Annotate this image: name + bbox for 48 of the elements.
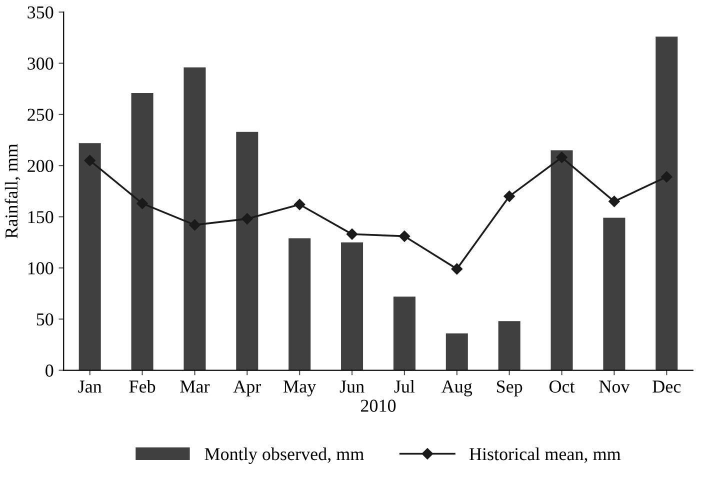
bar xyxy=(78,143,101,370)
point xyxy=(242,213,253,224)
y-tick-label: 350 xyxy=(28,6,54,19)
y-tick-label: 50 xyxy=(36,313,54,326)
bar xyxy=(288,238,311,370)
y-tick-label: 100 xyxy=(28,262,54,274)
y-tick-label: 200 xyxy=(28,160,54,172)
y-axis-title: Rainfall, mm xyxy=(4,144,20,238)
bar xyxy=(236,132,258,370)
y-tick-label: 150 xyxy=(28,211,54,224)
bar xyxy=(603,218,626,370)
x-tick-label: Oct xyxy=(549,380,575,393)
x-tick-label: Jul xyxy=(394,380,415,393)
x-tick-label: Apr xyxy=(233,380,262,396)
y-tick-label: 300 xyxy=(28,58,54,70)
bar xyxy=(393,296,416,370)
point xyxy=(661,171,672,182)
bar xyxy=(498,321,520,370)
x-tick-label: Nov xyxy=(599,380,630,393)
bar xyxy=(184,67,206,370)
point xyxy=(556,152,568,164)
point xyxy=(84,154,96,166)
point xyxy=(189,219,200,231)
bar xyxy=(131,92,154,370)
bar xyxy=(341,242,364,370)
point xyxy=(608,196,620,208)
point xyxy=(398,230,410,242)
point xyxy=(136,198,148,210)
legend-label: Historical mean, mm xyxy=(469,448,621,463)
point xyxy=(451,263,463,275)
x-tick-label: May xyxy=(284,380,316,396)
x-tick-label: Aug xyxy=(442,380,472,396)
legend-label: Montly observed, mm xyxy=(204,448,364,464)
x-tick-label: Jan xyxy=(78,380,102,393)
x-axis-title: 2010 xyxy=(360,400,396,412)
bar xyxy=(550,150,573,370)
point xyxy=(504,190,515,202)
x-tick-label: Jun xyxy=(340,380,364,393)
x-tick-label: Sep xyxy=(497,380,522,396)
bar xyxy=(656,36,678,370)
bar xyxy=(446,333,468,370)
y-tick-label: 0 xyxy=(46,364,54,377)
x-tick-label: Dec xyxy=(652,380,681,393)
x-tick-label: Feb xyxy=(129,380,156,393)
point xyxy=(294,198,306,210)
point xyxy=(346,228,358,240)
x-tick-label: Mar xyxy=(180,380,210,393)
y-tick-label: 250 xyxy=(28,108,54,121)
